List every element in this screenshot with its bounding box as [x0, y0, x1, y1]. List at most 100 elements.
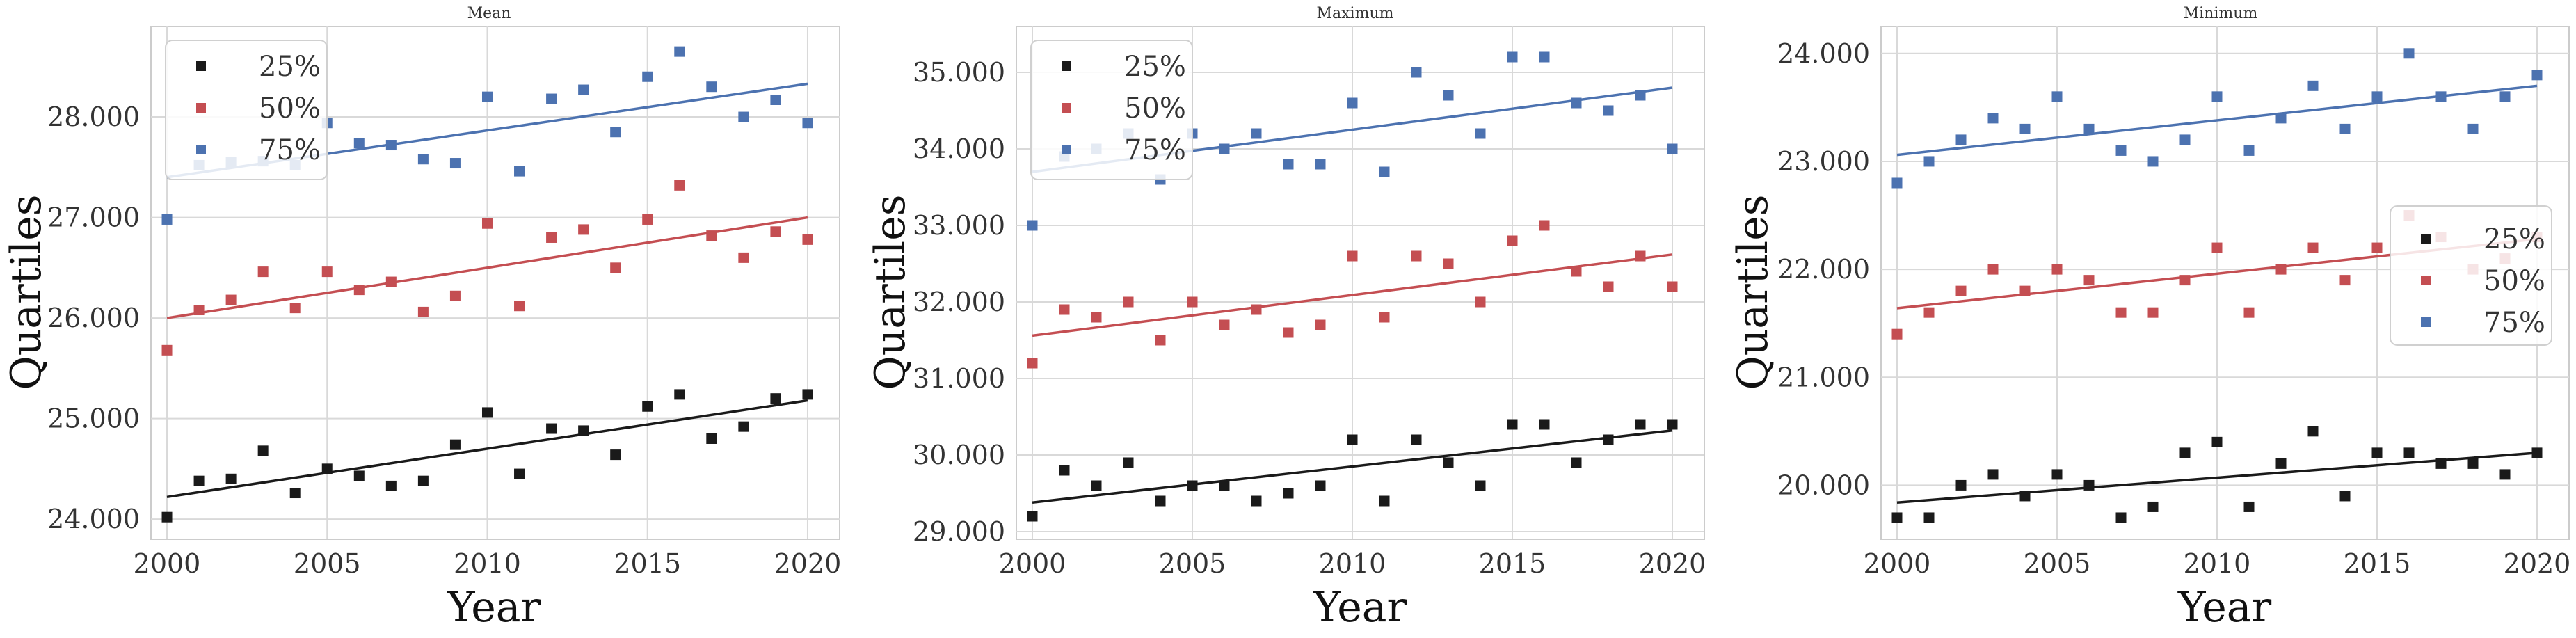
x-tick-label: 2015: [614, 548, 681, 579]
chart-maximum: Maximum Quartiles Year 2000 2005 2010 2015 2…: [866, 5, 1706, 632]
data-point-25: [449, 439, 461, 450]
data-point-25: [1283, 488, 1294, 499]
data-point-25: [2531, 447, 2543, 458]
legend-label-75: 75%: [2483, 307, 2545, 339]
legend-marker-50: [1062, 103, 1071, 113]
data-point-25: [1443, 457, 1454, 468]
data-point-50: [2019, 285, 2031, 296]
data-point-75: [481, 91, 493, 102]
data-point-25: [802, 389, 813, 400]
data-point-75: [2083, 123, 2095, 134]
data-point-75: [2211, 91, 2223, 102]
data-point-50: [1923, 307, 1935, 318]
data-point-25: [578, 425, 589, 436]
data-point-50: [1091, 312, 1102, 323]
data-point-50: [1443, 258, 1454, 269]
data-point-75: [2339, 123, 2351, 134]
chart-title: Minimum: [2184, 5, 2258, 22]
x-tick-label: 2005: [2024, 548, 2091, 579]
y-tick-label: 31.000: [913, 363, 1005, 394]
data-point-75: [738, 111, 749, 122]
data-point-50: [1411, 250, 1422, 262]
data-point-50: [321, 266, 333, 278]
data-point-25: [1315, 480, 1326, 491]
data-point-75: [2307, 80, 2319, 91]
data-point-75: [2019, 123, 2031, 134]
y-tick-label: 25.000: [47, 404, 140, 434]
data-point-25: [2147, 501, 2159, 512]
trend-line-25: [166, 399, 808, 499]
data-point-50: [1379, 312, 1390, 323]
data-point-25: [770, 393, 781, 404]
data-point-50: [2339, 275, 2351, 286]
data-point-25: [225, 473, 237, 484]
data-point-25: [1891, 512, 1903, 523]
chart-title: Maximum: [1317, 5, 1394, 22]
x-tick-label: 2015: [1479, 548, 1546, 579]
data-point-50: [1955, 285, 1967, 296]
data-point-25: [257, 445, 269, 456]
data-point-25: [321, 463, 333, 474]
legend-label-50: 50%: [1124, 93, 1186, 125]
y-tick-label: 24.000: [1777, 38, 1870, 69]
x-tick-label: 2020: [2504, 548, 2571, 579]
data-point-75: [1571, 97, 1582, 109]
data-point-50: [1507, 235, 1518, 246]
x-tick-label: 2005: [294, 548, 361, 579]
data-point-75: [770, 94, 781, 105]
data-point-75: [1635, 90, 1646, 101]
data-point-25: [193, 475, 205, 486]
data-point-25: [2435, 458, 2447, 469]
data-point-75: [2403, 48, 2415, 59]
data-point-50: [2307, 242, 2319, 253]
x-tick-label: 2020: [1639, 548, 1706, 579]
y-tick-label: 29.000: [913, 516, 1005, 547]
data-point-75: [1507, 51, 1518, 63]
data-point-75: [1219, 143, 1230, 154]
chart-mean: Mean Quartiles Year 2000 2005 2010 2015 2020…: [2, 5, 841, 632]
chart-title: Mean: [467, 5, 511, 22]
y-tick-label: 24.000: [47, 504, 140, 534]
data-point-50: [802, 234, 813, 245]
x-tick-label: 2000: [1864, 548, 1931, 579]
data-point-75: [1987, 113, 1999, 124]
data-point-25: [2083, 479, 2095, 491]
data-point-25: [2019, 491, 2031, 502]
legend-label-25: 25%: [259, 51, 321, 83]
legend-marker-25: [2421, 234, 2431, 244]
trend-line-75: [1896, 84, 2538, 157]
data-point-75: [385, 140, 397, 151]
data-point-75: [706, 81, 717, 93]
data-point-50: [417, 306, 429, 317]
data-point-75: [1027, 220, 1038, 231]
data-point-75: [1667, 143, 1678, 154]
data-point-75: [2371, 91, 2383, 102]
data-point-25: [1507, 419, 1518, 430]
y-axis-label: Quartiles: [2, 194, 51, 390]
data-point-50: [2275, 264, 2287, 275]
data-point-75: [449, 158, 461, 169]
data-point-25: [1955, 479, 1967, 491]
data-point-50: [1251, 304, 1262, 315]
data-point-75: [802, 118, 813, 129]
data-point-75: [578, 84, 589, 95]
data-point-50: [1987, 264, 1999, 275]
trend-line-50: [1032, 253, 1673, 337]
data-point-50: [674, 180, 685, 191]
y-tick-label: 35.000: [913, 57, 1005, 88]
data-point-25: [674, 389, 685, 400]
x-tick-label: 2020: [774, 548, 842, 579]
data-point-75: [2531, 70, 2543, 81]
legend-marker-75: [1062, 145, 1071, 154]
data-point-75: [1251, 128, 1262, 139]
data-point-25: [2371, 447, 2383, 458]
data-point-50: [353, 285, 365, 296]
data-point-25: [1155, 495, 1166, 507]
data-point-50: [1187, 296, 1198, 308]
y-tick-label: 32.000: [913, 287, 1005, 317]
data-point-50: [1027, 358, 1038, 369]
legend-marker-50: [196, 103, 206, 113]
data-point-75: [1923, 156, 1935, 167]
data-point-25: [1059, 465, 1070, 476]
